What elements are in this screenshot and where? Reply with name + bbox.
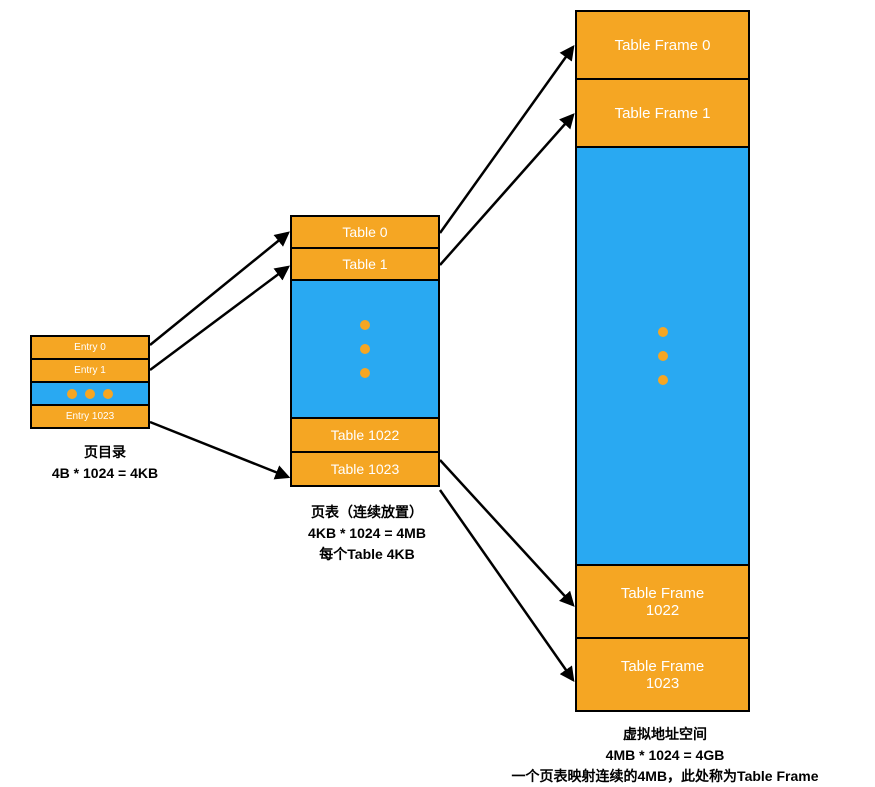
vaddr_space-label-4: Table Frame 1023 <box>621 658 704 692</box>
page_directory-ellipsis <box>67 389 113 399</box>
arrow-3 <box>440 47 573 233</box>
page_table-label-4: Table 1023 <box>331 461 400 477</box>
vaddr_space-cell-3: Table Frame 1022 <box>575 564 750 639</box>
arrow-4 <box>440 115 573 265</box>
page_directory-caption-line-0: 页目录 <box>30 442 180 463</box>
page_table-caption-line-0: 页表（连续放置） <box>262 502 472 523</box>
page_table-caption-line-1: 4KB * 1024 = 4MB <box>262 523 472 544</box>
dot-icon <box>360 368 370 378</box>
page_directory-label-0: Entry 0 <box>74 342 106 353</box>
arrow-1 <box>150 267 288 370</box>
page_directory-caption-line-1: 4B * 1024 = 4KB <box>30 463 180 484</box>
vaddr_space-cell-1: Table Frame 1 <box>575 78 750 148</box>
dot-icon <box>360 320 370 330</box>
vaddr_space-label-1: Table Frame 1 <box>615 105 711 122</box>
vaddr_space-label-0: Table Frame 0 <box>615 37 711 54</box>
page_directory-cell-1: Entry 1 <box>30 358 150 383</box>
page_directory-cell-3: Entry 1023 <box>30 404 150 429</box>
vaddr_space-label-3: Table Frame 1022 <box>621 585 704 619</box>
page_table-label-3: Table 1022 <box>331 427 400 443</box>
vaddr_space-cell-2 <box>575 146 750 566</box>
vaddr_space-ellipsis <box>658 327 668 385</box>
page_table-cell-2 <box>290 279 440 419</box>
dot-icon <box>67 389 77 399</box>
page_table-cell-0: Table 0 <box>290 215 440 249</box>
dot-icon <box>103 389 113 399</box>
page_directory-cell-0: Entry 0 <box>30 335 150 360</box>
virtual-address-space-block: Table Frame 0 Table Frame 1 Table Frame 10… <box>575 10 750 720</box>
dot-icon <box>658 375 668 385</box>
page_table-label-0: Table 0 <box>342 224 387 240</box>
dot-icon <box>658 351 668 361</box>
vaddr_space-cell-0: Table Frame 0 <box>575 10 750 80</box>
vaddr_space-cell-4: Table Frame 1023 <box>575 637 750 712</box>
vaddr_space-caption-line-1: 4MB * 1024 = 4GB <box>480 745 850 766</box>
page_directory-label-3: Entry 1023 <box>66 411 114 422</box>
page_table-cell-3: Table 1022 <box>290 417 440 453</box>
page-table-block: Table 0 Table 1 Table 1022 Table 1023 <box>290 215 440 495</box>
vaddr_space-caption-line-0: 虚拟地址空间 <box>480 724 850 745</box>
vaddr_space-caption-line-2: 一个页表映射连续的4MB，此处称为Table Frame <box>480 766 850 787</box>
virtual-address-space-caption: 虚拟地址空间4MB * 1024 = 4GB一个页表映射连续的4MB，此处称为T… <box>480 724 850 787</box>
page-table-caption: 页表（连续放置）4KB * 1024 = 4MB每个Table 4KB <box>262 502 472 565</box>
page-directory-block: Entry 0 Entry 1 Entry 1023 <box>30 335 150 435</box>
page_directory-cell-2 <box>30 381 150 406</box>
dot-icon <box>85 389 95 399</box>
page_table-ellipsis <box>360 320 370 378</box>
dot-icon <box>360 344 370 354</box>
page_directory-label-1: Entry 1 <box>74 365 106 376</box>
page_table-cell-4: Table 1023 <box>290 451 440 487</box>
page_table-caption-line-2: 每个Table 4KB <box>262 544 472 565</box>
dot-icon <box>658 327 668 337</box>
page_table-label-1: Table 1 <box>342 256 387 272</box>
page_table-cell-1: Table 1 <box>290 247 440 281</box>
page-directory-caption: 页目录4B * 1024 = 4KB <box>30 442 180 484</box>
arrow-0 <box>150 233 288 345</box>
